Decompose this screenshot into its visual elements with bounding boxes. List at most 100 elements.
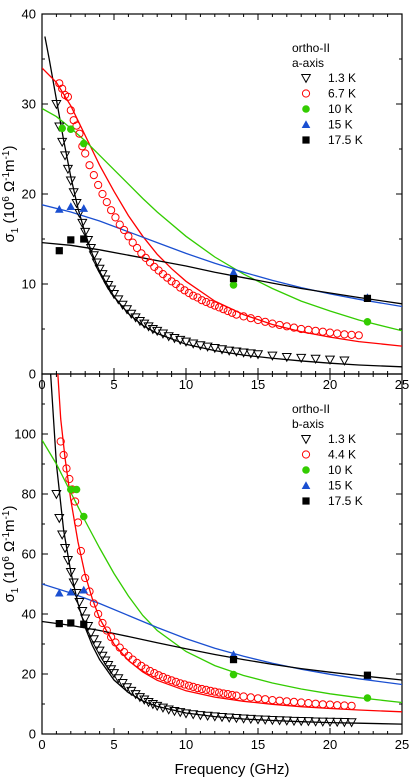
data-point (206, 299, 215, 308)
data-point (98, 189, 107, 199)
data-point (310, 717, 321, 727)
data-point (65, 568, 76, 578)
x-tick-label: 20 (323, 377, 337, 392)
data-point (252, 350, 264, 360)
data-point (216, 712, 228, 723)
fit-line-15k (42, 204, 402, 308)
data-point (304, 699, 313, 708)
data-point (65, 176, 76, 186)
data-point (340, 701, 349, 710)
data-point (59, 151, 71, 161)
data-point (281, 352, 292, 363)
data-point (238, 714, 249, 724)
legend-title: ortho-II (292, 41, 330, 55)
legend-label: 4.4 K (328, 448, 356, 462)
legend-marker (300, 435, 312, 445)
data-point (175, 708, 186, 718)
data-point (223, 690, 232, 699)
data-point (171, 677, 181, 686)
x-tick-label: 0 (38, 737, 45, 752)
legend-marker (301, 120, 311, 128)
x-tick-label: 15 (251, 737, 265, 752)
data-point (223, 306, 232, 316)
data-point (77, 607, 88, 617)
data-point (100, 275, 111, 285)
data-point (55, 247, 63, 255)
data-point (275, 320, 284, 330)
y-tick-label: 40 (22, 607, 36, 622)
data-point (132, 243, 142, 253)
data-point (134, 693, 146, 703)
data-point (219, 305, 228, 314)
data-point (288, 716, 300, 727)
plot-frame (41, 13, 403, 375)
data-point (180, 286, 189, 295)
data-point (143, 697, 154, 708)
data-point (206, 686, 215, 695)
fit-line-15k (42, 583, 402, 686)
y-tick-label: 80 (22, 487, 36, 502)
series-10k (58, 124, 372, 326)
data-point (62, 556, 74, 566)
data-point (167, 676, 176, 685)
x-tick-label: 20 (323, 737, 337, 752)
data-point (65, 474, 74, 484)
legend-marker (301, 481, 311, 489)
data-point (143, 322, 154, 332)
data-point (115, 643, 124, 652)
data-point (80, 235, 88, 243)
data-point (108, 289, 120, 300)
data-point (68, 188, 79, 198)
data-point (332, 717, 343, 728)
data-point (107, 633, 116, 642)
data-point (85, 161, 94, 170)
legend-marker (302, 105, 310, 113)
legend-marker (301, 450, 311, 459)
data-point (97, 651, 108, 662)
data-point (245, 349, 256, 359)
data-point (363, 318, 372, 326)
data-point (184, 681, 193, 690)
data-point (289, 697, 299, 707)
legend-label: 15 K (328, 118, 353, 132)
series-1.3k (51, 490, 357, 728)
y-tick-label: 30 (22, 97, 36, 112)
data-point (139, 319, 150, 329)
legend: ortho-IIa-axis 1.3 K 6.7 K10 K 15 K17.5 K (292, 41, 363, 147)
data-point (113, 674, 124, 684)
y-tick-label: 0 (29, 367, 36, 382)
data-point (103, 280, 114, 291)
data-point (105, 285, 117, 295)
data-point (54, 588, 64, 597)
data-point (94, 646, 105, 656)
data-point (282, 697, 291, 706)
data-point (115, 220, 124, 229)
data-point (318, 327, 327, 336)
data-point (81, 149, 90, 158)
data-point (282, 322, 291, 331)
data-point (72, 121, 81, 130)
data-point (281, 716, 292, 726)
data-point (79, 204, 89, 212)
data-point (108, 669, 120, 679)
data-point (184, 288, 193, 298)
data-point (224, 713, 235, 723)
data-point (231, 347, 242, 357)
data-point (253, 694, 263, 703)
legend-label: 10 K (328, 102, 353, 116)
data-point (158, 672, 168, 682)
data-point (318, 700, 327, 709)
data-point (340, 330, 349, 339)
data-point (89, 171, 98, 180)
data-point (268, 696, 277, 705)
data-point (71, 589, 82, 599)
plot-area (42, 36, 402, 368)
legend-marker (302, 136, 310, 144)
series-15k (54, 202, 372, 301)
data-point (210, 687, 219, 696)
y-tick-label: 40 (22, 7, 36, 22)
data-point (224, 346, 235, 356)
data-point (85, 244, 97, 254)
data-point (145, 666, 155, 676)
